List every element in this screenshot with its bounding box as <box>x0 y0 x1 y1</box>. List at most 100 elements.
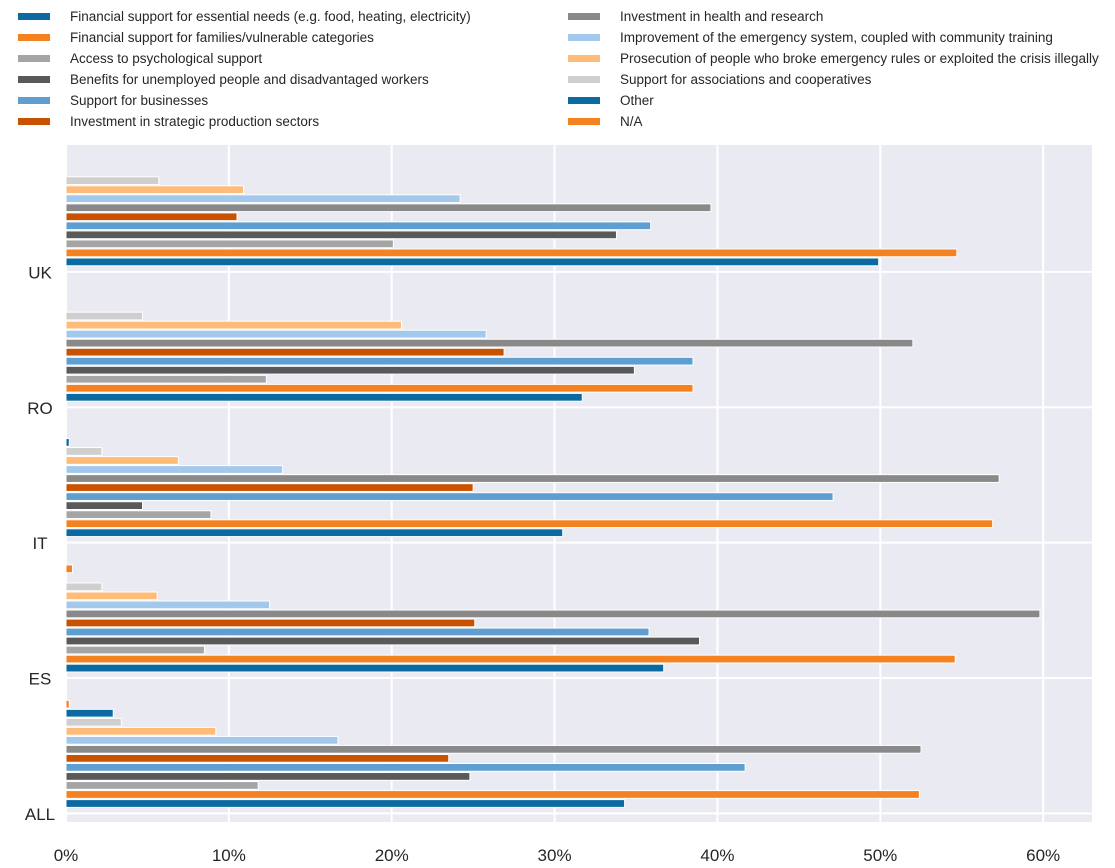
legend-label: Access to psychological support <box>70 50 263 66</box>
x-tick-label: 60% <box>1026 846 1060 865</box>
legend-label: Prosecution of people who broke emergenc… <box>620 50 1099 66</box>
legend-item: Benefits for unemployed people and disad… <box>18 69 429 89</box>
legend-swatch <box>568 75 600 83</box>
bar <box>65 645 205 655</box>
bar <box>65 772 471 781</box>
legend-item: Investment in health and research <box>568 6 823 26</box>
bar <box>65 374 267 384</box>
legend: Financial support for essential needs (e… <box>0 0 1115 140</box>
legend-swatch <box>568 12 600 20</box>
bar <box>65 239 394 249</box>
bar <box>65 790 920 799</box>
legend-swatch <box>568 117 600 125</box>
legend-item: Prosecution of people who broke emergenc… <box>568 48 1099 68</box>
bar <box>65 356 694 366</box>
legend-swatch <box>18 117 50 125</box>
bar <box>65 447 103 456</box>
legend-item: Support for businesses <box>18 90 208 110</box>
bar <box>65 654 956 664</box>
x-tick-label: 0% <box>54 846 79 865</box>
x-tick-label: 20% <box>375 846 409 865</box>
legend-label: Improvement of the emergency system, cou… <box>620 29 1053 45</box>
bar <box>65 636 701 646</box>
legend-item: N/A <box>568 111 643 131</box>
bar <box>65 465 284 474</box>
x-tick-label: 50% <box>863 846 897 865</box>
bar <box>65 221 652 231</box>
bar <box>65 618 476 628</box>
category-label: ES <box>29 670 52 689</box>
bar <box>65 717 122 727</box>
legend-label: N/A <box>620 113 643 129</box>
bar <box>65 600 271 610</box>
bar <box>65 582 103 592</box>
bar <box>65 474 1000 483</box>
legend-item: Support for associations and cooperative… <box>568 69 871 89</box>
bar <box>65 456 179 465</box>
category-label: ALL <box>25 805 55 824</box>
legend-label: Investment in strategic production secto… <box>70 113 320 129</box>
legend-swatch <box>568 33 600 41</box>
legend-label: Financial support for families/vulnerabl… <box>70 29 374 45</box>
category-label: IT <box>32 534 47 553</box>
bar <box>65 708 114 718</box>
bar <box>65 510 212 520</box>
bar <box>65 591 158 601</box>
bar <box>65 519 994 529</box>
bar <box>65 383 694 393</box>
legend-swatch <box>18 33 50 41</box>
legend-item: Access to psychological support <box>18 48 262 68</box>
bar <box>65 564 74 574</box>
legend-item: Investment in strategic production secto… <box>18 111 319 131</box>
bar <box>65 248 958 258</box>
bar <box>65 438 70 447</box>
legend-label: Financial support for essential needs (e… <box>70 8 471 24</box>
legend-swatch <box>568 54 600 62</box>
legend-swatch <box>18 12 50 20</box>
bar <box>65 176 160 186</box>
legend-item: Other <box>568 90 654 110</box>
bar <box>65 203 712 213</box>
legend-swatch <box>18 75 50 83</box>
bar <box>65 735 339 745</box>
bar <box>65 501 144 510</box>
bar <box>65 799 626 808</box>
bar <box>65 392 583 402</box>
bar <box>65 194 461 204</box>
legend-swatch <box>568 96 600 104</box>
bar <box>65 230 617 240</box>
legend-swatch <box>18 96 50 104</box>
bar <box>65 365 635 375</box>
bar <box>65 726 217 736</box>
legend-label: Support for businesses <box>70 92 209 108</box>
bar <box>65 663 665 673</box>
legend-label: Support for associations and cooperative… <box>620 71 872 87</box>
bar <box>65 483 474 492</box>
x-tick-label: 40% <box>700 846 734 865</box>
bar <box>65 311 144 321</box>
bar <box>65 492 834 501</box>
bar <box>65 320 402 330</box>
legend-item: Improvement of the emergency system, cou… <box>568 27 1053 47</box>
x-tick-label: 10% <box>212 846 246 865</box>
legend-label: Investment in health and research <box>620 8 824 24</box>
category-label: UK <box>28 263 52 282</box>
legend-item: Financial support for families/vulnerabl… <box>18 27 374 47</box>
category-label: RO <box>27 399 53 418</box>
legend-label: Benefits for unemployed people and disad… <box>70 71 429 87</box>
bar <box>65 338 914 348</box>
bar <box>65 185 245 195</box>
bar <box>65 329 487 339</box>
bar <box>65 744 922 754</box>
bar <box>65 528 564 538</box>
bar <box>65 753 450 763</box>
bar <box>65 699 70 709</box>
bar <box>65 212 238 222</box>
legend-label: Other <box>620 92 654 108</box>
bar <box>65 609 1041 619</box>
bar <box>65 781 259 790</box>
legend-item: Financial support for essential needs (e… <box>18 6 471 26</box>
legend-swatch <box>18 54 50 62</box>
bar <box>65 627 650 637</box>
